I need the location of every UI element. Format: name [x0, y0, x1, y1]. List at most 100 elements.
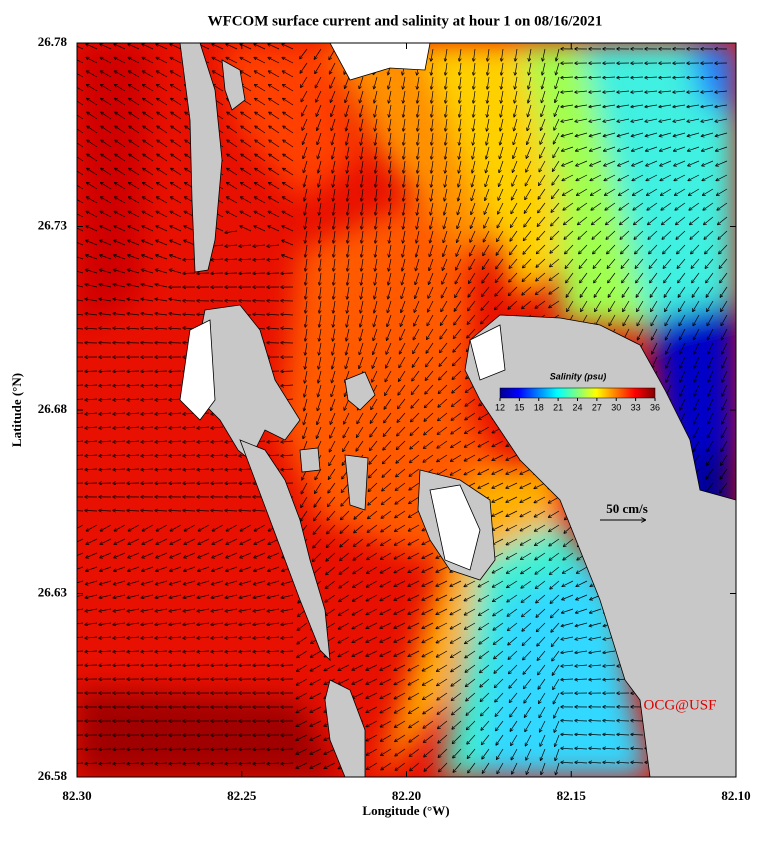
current-arrow — [577, 202, 588, 210]
current-arrow — [101, 112, 112, 120]
current-arrow — [603, 91, 616, 92]
current-arrow — [472, 146, 476, 159]
scale-label: 50 cm/s — [606, 501, 648, 516]
current-arrow — [471, 188, 476, 200]
current-arrow — [473, 104, 476, 117]
current-arrow — [458, 202, 462, 214]
current-arrow — [701, 118, 714, 122]
current-arrow — [561, 132, 574, 136]
current-arrow — [142, 211, 154, 218]
current-arrow — [555, 76, 560, 88]
current-arrow — [431, 118, 433, 131]
current-arrow — [375, 132, 378, 145]
current-arrow — [617, 91, 630, 92]
current-arrow — [389, 90, 392, 103]
y-axis-label: Latitude (°N) — [9, 373, 24, 447]
current-arrow — [157, 197, 168, 204]
current-arrow — [525, 188, 532, 199]
current-arrow — [389, 146, 391, 159]
current-arrow — [529, 48, 532, 61]
current-arrow — [430, 216, 434, 229]
current-arrow — [317, 118, 322, 130]
current-arrow — [514, 90, 518, 103]
current-arrow — [303, 146, 308, 158]
current-arrow — [318, 160, 322, 173]
current-arrow — [459, 104, 461, 117]
current-arrow — [403, 118, 405, 131]
current-arrow — [157, 168, 168, 176]
current-arrow — [551, 202, 560, 212]
current-arrow — [617, 132, 630, 136]
current-arrow — [114, 44, 126, 50]
colorbar-tick-label: 12 — [495, 402, 505, 412]
current-arrow — [701, 104, 714, 107]
current-arrow — [101, 140, 112, 148]
current-arrow — [687, 118, 700, 122]
current-arrow — [431, 48, 434, 61]
current-arrow — [417, 104, 419, 117]
current-arrow — [674, 146, 686, 151]
current-arrow — [157, 71, 168, 78]
current-arrow — [659, 104, 672, 107]
current-arrow — [604, 146, 616, 151]
current-arrow — [605, 202, 616, 210]
current-arrow — [227, 197, 238, 204]
current-arrow — [459, 160, 462, 173]
current-arrow — [620, 216, 630, 225]
current-arrow — [716, 146, 728, 151]
colorbar-tick-label: 36 — [650, 402, 660, 412]
current-arrow — [361, 160, 364, 173]
current-arrow — [542, 62, 546, 75]
current-arrow — [171, 99, 182, 106]
current-arrow — [431, 76, 433, 89]
current-arrow — [316, 104, 322, 116]
current-arrow — [473, 76, 475, 89]
current-arrow — [227, 154, 238, 162]
current-arrow — [645, 118, 658, 122]
current-arrow — [431, 104, 433, 117]
current-arrow — [302, 104, 308, 116]
current-arrow — [142, 226, 154, 232]
current-arrow — [128, 226, 140, 232]
current-arrow — [241, 126, 252, 134]
current-arrow — [541, 104, 546, 116]
current-arrow — [701, 132, 714, 136]
x-tick-label: 82.15 — [557, 788, 587, 803]
current-arrow — [538, 202, 546, 213]
current-arrow — [268, 44, 280, 50]
current-arrow — [318, 146, 322, 159]
current-arrow — [101, 126, 112, 134]
current-arrow — [100, 226, 112, 232]
current-arrow — [471, 202, 476, 214]
colorbar-tick-label: 30 — [611, 402, 621, 412]
current-arrow — [473, 118, 476, 131]
current-arrow — [241, 140, 252, 148]
current-arrow — [553, 146, 560, 157]
current-arrow — [314, 48, 322, 59]
current-arrow — [689, 202, 700, 210]
current-arrow — [375, 202, 377, 215]
x-tick-label: 82.30 — [62, 788, 91, 803]
current-arrow — [512, 160, 518, 172]
current-arrow — [143, 183, 154, 190]
current-arrow — [101, 154, 112, 162]
current-arrow — [213, 71, 224, 78]
current-arrow — [128, 58, 140, 64]
current-arrow — [403, 90, 406, 103]
current-arrow — [688, 146, 700, 151]
current-arrow — [561, 91, 574, 92]
current-arrow — [361, 188, 363, 201]
current-arrow — [283, 183, 294, 190]
current-arrow — [171, 126, 182, 134]
current-arrow — [269, 183, 280, 190]
current-arrow — [431, 90, 433, 103]
current-arrow — [171, 140, 182, 148]
current-arrow — [674, 174, 686, 180]
current-arrow — [143, 85, 154, 92]
current-arrow — [156, 58, 168, 64]
current-arrow — [500, 146, 504, 158]
current-arrow — [170, 211, 182, 218]
current-arrow — [591, 188, 602, 195]
current-arrow — [687, 104, 700, 107]
current-arrow — [659, 118, 672, 122]
